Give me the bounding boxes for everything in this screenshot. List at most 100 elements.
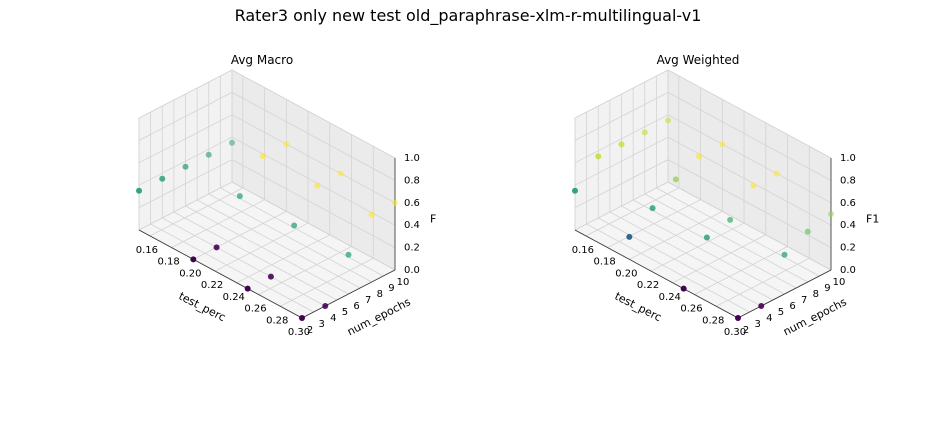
macro-z-tick-label: 1.0 [404,153,420,164]
weighted-y-tick-label: 8 [813,289,819,300]
weighted-data-point [750,182,757,189]
weighted-y-axis-line [737,269,832,319]
macro-gridline-y [196,199,361,289]
macro-data-point [182,163,189,170]
macro-gridline-y [220,187,384,277]
macro-y-tick-label: 4 [330,313,336,324]
weighted-gridline-z [574,159,669,208]
macro-gridline-y [208,193,372,283]
weighted-z-tick-label: 0.6 [840,198,856,209]
weighted-gridline-y [644,193,808,283]
macro-x-tick-label: 0.18 [157,257,179,268]
macro-x-tick-label: 0.20 [179,268,201,279]
weighted-y-tick-label: 6 [789,301,795,312]
weighted-gridline-y [598,217,762,307]
subplot-avg-weighted: 0.160.180.200.220.240.260.280.3023456789… [572,53,880,338]
macro-data-point [337,170,344,177]
weighted-y-tick-label: 5 [778,307,784,318]
macro-data-point [267,273,274,280]
macro-gridline-z [231,181,396,271]
weighted-x-tick-label: 0.28 [702,315,724,326]
macro-gridline-z [231,136,396,226]
macro-x-tick-label: 0.30 [288,327,310,338]
weighted-x-axis-line [574,229,739,319]
macro-z-tick-label: 0.6 [404,198,420,209]
weighted-gridline-z [574,136,669,186]
macro-gridline-y [162,217,326,307]
macro-x-tick-label: 0.28 [266,315,288,326]
macro-gridline-z [138,69,233,119]
weighted-y-tick-label: 3 [754,319,760,330]
macro-gridline-y [150,223,314,313]
weighted-x-axis-label: test_perc [613,290,664,325]
macro-gridline-z [138,181,233,231]
macro-data-point [229,139,235,146]
weighted-z-tick-label: 0.8 [840,175,856,186]
weighted-data-point [672,176,679,183]
weighted-data-point [572,187,578,194]
weighted-data-point [758,303,765,309]
macro-data-point [283,141,290,148]
macro-x-tick-label: 0.24 [223,292,245,303]
weighted-data-point [719,141,726,148]
weighted-data-point [828,211,834,217]
macro-gridline-z [138,114,233,164]
weighted-gridline-y [632,199,797,289]
macro-y-tick-label: 7 [365,295,371,306]
macro-subplot-title: Avg Macro [231,53,293,67]
macro-x-tick-label: 0.16 [136,245,158,256]
weighted-gridline-z [574,114,669,164]
macro-data-point [236,193,243,200]
macro-data-point [291,222,298,229]
weighted-data-point [618,141,625,148]
macro-data-point [159,175,166,182]
weighted-y-tick-label: 4 [766,313,772,324]
macro-z-tick-label: 0.2 [404,243,420,254]
weighted-gridline-y [586,223,750,313]
weighted-z-tick-label: 0.4 [840,220,856,231]
weighted-data-point [680,285,687,292]
macro-data-point [345,251,352,258]
macro-y-tick-label: 2 [307,325,313,336]
macro-gridline-z [231,92,396,181]
macro-y-tick-label: 5 [342,307,348,318]
weighted-data-point [626,233,633,240]
weighted-x-tick-label: 0.22 [637,280,659,291]
macro-gridline-z [138,92,233,141]
weighted-x-tick-label: 0.24 [659,292,681,303]
macro-x-axis-label: test_perc [177,290,228,325]
macro-z-tick-label: 0.8 [404,175,420,186]
macro-y-tick-label: 9 [388,283,394,294]
weighted-gridline-z [574,92,669,141]
weighted-subplot-title: Avg Weighted [657,53,740,67]
weighted-data-point [696,153,703,160]
weighted-data-point [703,234,710,241]
weighted-y-tick-label: 2 [743,325,749,336]
macro-gridline-y [173,211,338,301]
weighted-z-tick-label: 0.0 [840,265,856,276]
macro-gridline-z [231,114,396,204]
weighted-gridline-z [667,136,832,226]
macro-data-point [260,153,267,160]
weighted-gridline-z [667,69,832,159]
weighted-data-point [665,117,671,124]
weighted-y-tick-label: 7 [801,295,807,306]
weighted-z-tick-label: 1.0 [840,153,856,164]
macro-data-point [314,182,321,189]
macro-x-tick-label: 0.26 [244,304,266,315]
weighted-y-tick-label: 9 [824,283,830,294]
macro-y-tick-label: 3 [318,319,324,330]
macro-data-point [213,244,220,251]
macro-data-point [190,256,197,263]
macro-z-tick-label: 0.0 [404,265,420,276]
macro-y-tick-label: 8 [377,289,383,300]
macro-data-point [299,315,305,321]
macro-x-tick-label: 0.22 [201,280,223,291]
subplot-avg-macro: 0.160.180.200.220.240.260.280.3023456789… [136,53,436,338]
weighted-gridline-z [574,181,669,231]
weighted-data-point [727,216,734,223]
macro-gridline-z [138,136,233,186]
macro-z-tick-label: 0.4 [404,220,420,231]
weighted-x-tick-label: 0.18 [593,257,615,268]
weighted-gridline-y [621,205,785,295]
